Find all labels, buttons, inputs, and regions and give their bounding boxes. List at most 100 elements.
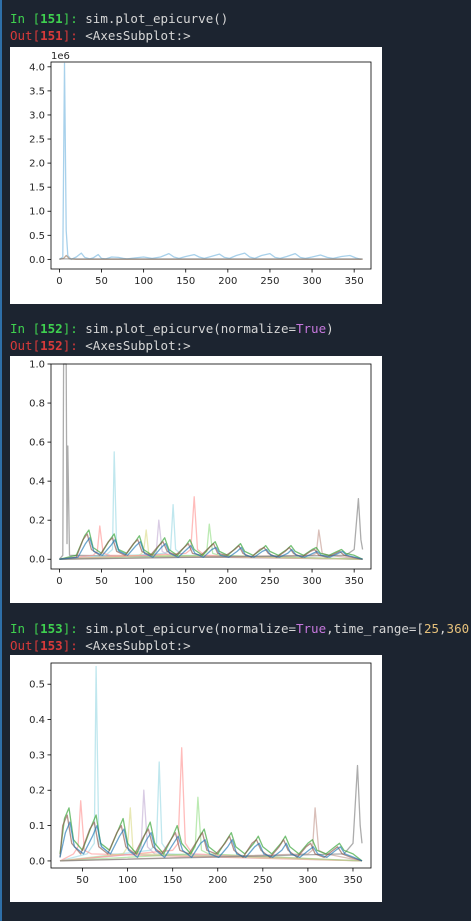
- out-prompt-label: Out[: [10, 338, 41, 353]
- x-tick-label: 150: [176, 276, 195, 287]
- y-tick-label: 0.6: [29, 438, 45, 449]
- out-prompt-label: Out[: [10, 638, 41, 653]
- y-tick-label: 2.0: [29, 159, 45, 170]
- x-tick-label: 300: [303, 276, 322, 287]
- out-prompt-label: Out[: [10, 28, 41, 43]
- x-tick-label: 250: [260, 576, 279, 587]
- plot-figure-152: 0 50 100 150 200 250 300 350 0.0 0.2 0.4 0.6 0.8 1.0: [10, 356, 382, 603]
- code-token: ,: [439, 621, 447, 636]
- x-tick-label: 50: [95, 576, 108, 587]
- code-token: sim.plot_epicurve(normalize=: [85, 321, 296, 336]
- y-tick-label: 0.3: [29, 750, 45, 761]
- code-token: ]): [469, 621, 471, 636]
- normalized-epicurve-chart: 0 50 100 150 200 250 300 350 0.0 0.2 0.4 0.6 0.8 1.0: [29, 360, 372, 587]
- output-line: Out[153]: <AxesSubplot:>: [10, 637, 471, 654]
- time-range-epicurve-chart: 50 100 150 200 250 300 350 0.0 0.1 0.2 0.3 0.4 0.5: [29, 662, 372, 886]
- out-prompt-number: 152: [40, 338, 63, 353]
- in-prompt-label: In [: [10, 11, 41, 26]
- x-tick-label: 300: [303, 576, 322, 587]
- series-line: [59, 496, 363, 560]
- x-tick-label: 250: [253, 875, 272, 886]
- code-token: sim.plot_epicurve(): [85, 11, 229, 26]
- output-line: Out[151]: <AxesSubplot:>: [10, 27, 228, 44]
- x-tick-label: 250: [260, 276, 279, 287]
- y-tick-label: 0.0: [29, 255, 45, 266]
- input-line[interactable]: In [151]: sim.plot_epicurve(): [10, 10, 228, 27]
- code-token: True: [296, 621, 327, 636]
- code-token: 25: [423, 621, 440, 636]
- in-prompt-label: In [: [10, 621, 41, 636]
- in-prompt-close: ]:: [62, 621, 78, 636]
- y-tick-label: 0.2: [29, 516, 45, 527]
- in-prompt-number: 152: [40, 321, 63, 336]
- output-text: <AxesSubplot:>: [85, 638, 191, 653]
- notebook-cell-152[interactable]: In [152]: sim.plot_epicurve(normalize=Tr…: [10, 320, 334, 354]
- epicurve-chart: 0 50 100 150 200 250 300 350 0.0 0.5 1.0 1.5 2.0 2.5 3…: [29, 51, 372, 287]
- code-token: True: [296, 321, 327, 336]
- code-token: 360: [446, 621, 470, 636]
- series-line: [59, 533, 363, 560]
- input-line[interactable]: In [153]: sim.plot_epicurve(normalize=Tr…: [10, 620, 471, 637]
- series-line: [59, 814, 363, 862]
- y-tick-label: 0.4: [29, 477, 45, 488]
- y-tick-label: 3.5: [29, 86, 45, 97]
- out-prompt-number: 151: [40, 28, 63, 43]
- x-tick-label: 0: [56, 276, 62, 287]
- y-tick-label: 2.5: [29, 135, 45, 146]
- output-text: <AxesSubplot:>: [85, 28, 191, 43]
- code-input[interactable]: sim.plot_epicurve(): [85, 11, 228, 26]
- axis-offset-label: 1e6: [51, 51, 70, 62]
- series-line: [59, 800, 363, 862]
- plot-figure-151: 0 50 100 150 200 250 300 350 0.0 0.5 1.0 1.5 2.0 2.5 3…: [10, 47, 382, 304]
- y-tick-label: 1.0: [29, 360, 45, 371]
- series-line: [59, 525, 363, 560]
- y-tick-label: 0.8: [29, 399, 45, 410]
- plot-figure-153: 50 100 150 200 250 300 350 0.0 0.1 0.2 0.3 0.4 0.5: [10, 655, 382, 902]
- series-line: [59, 807, 363, 862]
- output-line: Out[152]: <AxesSubplot:>: [10, 337, 334, 354]
- y-tick-label: 0.2: [29, 786, 45, 797]
- x-tick-label: 200: [218, 576, 237, 587]
- x-tick-label: 100: [134, 576, 153, 587]
- y-tick-label: 4.0: [29, 62, 45, 73]
- series-line: [58, 363, 363, 560]
- axes-frame: [50, 662, 372, 869]
- axes-frame: [50, 61, 372, 270]
- x-tick-label: 200: [208, 875, 227, 886]
- series-line: [59, 537, 363, 560]
- code-token: ,time_range=[: [326, 621, 424, 636]
- x-tick-label: 50: [76, 875, 89, 886]
- out-prompt-close: ]:: [62, 638, 78, 653]
- y-tick-label: 1.0: [29, 207, 45, 218]
- out-prompt-close: ]:: [62, 338, 78, 353]
- in-prompt-close: ]:: [62, 321, 78, 336]
- x-tick-label: 150: [163, 875, 182, 886]
- y-tick-label: 0.1: [29, 821, 45, 832]
- code-input[interactable]: sim.plot_epicurve(normalize=True,time_ra…: [85, 621, 471, 636]
- y-tick-label: 0.0: [29, 555, 45, 566]
- y-tick-label: 3.0: [29, 110, 45, 121]
- series-line: [59, 761, 363, 862]
- code-input[interactable]: sim.plot_epicurve(normalize=True): [85, 321, 333, 336]
- x-tick-label: 200: [218, 276, 237, 287]
- series-line: [59, 764, 363, 862]
- y-tick-label: 0.5: [29, 680, 45, 691]
- input-line[interactable]: In [152]: sim.plot_epicurve(normalize=Tr…: [10, 320, 334, 337]
- y-tick-label: 0.0: [29, 856, 45, 867]
- x-tick-label: 100: [118, 875, 137, 886]
- y-tick-label: 0.4: [29, 715, 45, 726]
- notebook-cell-153[interactable]: In [153]: sim.plot_epicurve(normalize=Tr…: [10, 620, 471, 654]
- in-prompt-number: 153: [40, 621, 63, 636]
- code-token: sim.plot_epicurve(normalize=: [85, 621, 296, 636]
- out-prompt-number: 153: [40, 638, 63, 653]
- x-tick-label: 350: [345, 276, 364, 287]
- x-tick-label: 150: [176, 576, 195, 587]
- axes-frame: [50, 363, 372, 570]
- x-tick-label: 300: [298, 875, 317, 886]
- x-tick-label: 100: [134, 276, 153, 287]
- series-line: [59, 747, 363, 862]
- x-tick-label: 50: [95, 276, 108, 287]
- y-tick-label: 1.5: [29, 183, 45, 194]
- out-prompt-close: ]:: [62, 28, 78, 43]
- notebook-cell-151[interactable]: In [151]: sim.plot_epicurve() Out[151]: …: [10, 10, 228, 44]
